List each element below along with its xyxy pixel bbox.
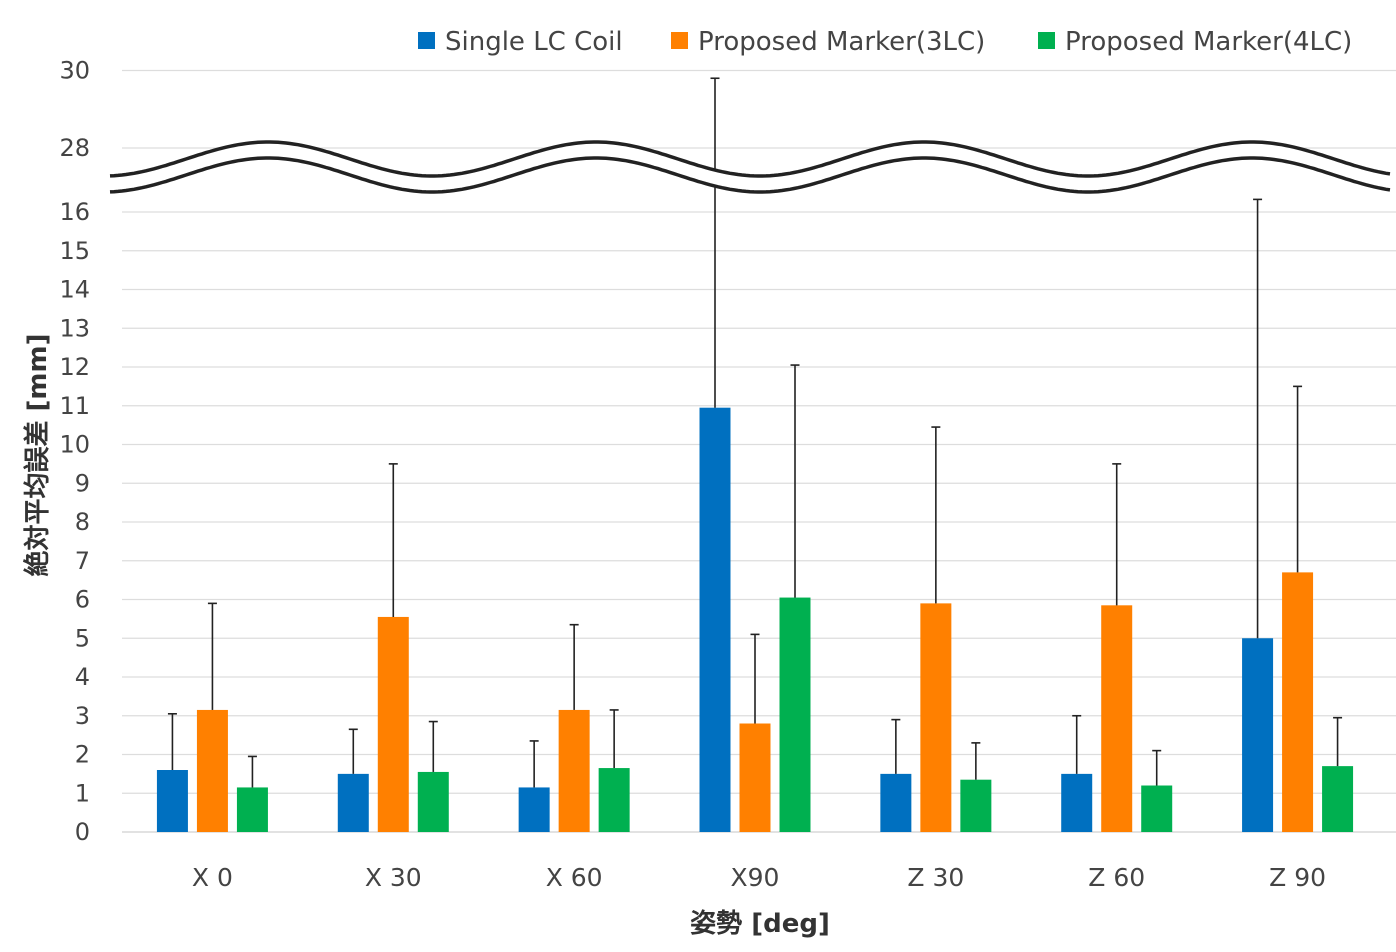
x-axis-title: 姿勢 [deg] — [690, 909, 830, 939]
x-category-label: Z 30 — [907, 863, 964, 892]
bar — [1141, 785, 1173, 832]
axis-break-band — [110, 142, 1390, 192]
y-tick-label: 3 — [75, 702, 90, 730]
y-tick-label: 5 — [75, 624, 90, 652]
y-tick-label: 28 — [59, 134, 90, 162]
bar — [337, 773, 369, 832]
bar — [699, 407, 731, 832]
bar — [960, 779, 992, 832]
y-tick-label: 30 — [59, 57, 90, 85]
x-axis-categories: X 0 X 30 X 60 X90 Z 30 Z 60 Z 90 — [192, 863, 1326, 892]
bar — [1101, 605, 1133, 832]
y-axis-title: 絶対平均誤差 [mm] — [22, 333, 53, 576]
legend-swatch — [671, 32, 688, 49]
x-category-label: Z 90 — [1269, 863, 1326, 892]
bar — [739, 723, 771, 832]
bar — [1061, 773, 1093, 832]
x-category-label: X 60 — [546, 863, 603, 892]
axis-break-wave-top — [109, 140, 1391, 178]
bar — [598, 768, 630, 832]
bar — [156, 770, 188, 832]
y-tick-label: 2 — [75, 741, 90, 769]
bar — [518, 787, 550, 832]
x-category-label: Z 60 — [1088, 863, 1145, 892]
gridlines — [122, 69, 1396, 833]
legend-label: Proposed Marker(4LC) — [1065, 27, 1352, 57]
bar — [1282, 572, 1314, 832]
axis-break-wave-bottom — [109, 156, 1391, 194]
bar — [880, 773, 912, 832]
y-tick-label: 8 — [75, 508, 90, 536]
bar — [920, 603, 952, 832]
x-category-label: X 0 — [192, 863, 233, 892]
x-category-label: X90 — [731, 863, 780, 892]
bar — [377, 616, 409, 832]
y-tick-label: 14 — [59, 276, 90, 304]
legend: Single LC Coil Proposed Marker(3LC) Propos… — [418, 27, 1352, 57]
y-tick-label: 4 — [75, 663, 90, 691]
axis-break — [109, 140, 1391, 194]
y-tick-label: 0 — [75, 818, 90, 846]
legend-label: Single LC Coil — [445, 27, 623, 57]
y-tick-label: 10 — [59, 431, 90, 459]
y-tick-label: 1 — [75, 779, 90, 807]
bar — [1322, 766, 1354, 832]
bar — [196, 709, 228, 832]
y-tick-label: 12 — [59, 353, 90, 381]
x-category-label: X 30 — [365, 863, 422, 892]
legend-swatch — [418, 32, 435, 49]
y-tick-label: 7 — [75, 547, 90, 575]
bars — [156, 407, 1354, 832]
y-tick-label: 15 — [59, 237, 90, 265]
bar — [779, 597, 811, 832]
bar — [558, 709, 590, 832]
y-tick-label: 9 — [75, 469, 90, 497]
y-tick-label: 16 — [59, 198, 90, 226]
bar — [1242, 638, 1274, 832]
y-tick-label: 11 — [59, 392, 90, 420]
legend-label: Proposed Marker(3LC) — [698, 27, 985, 57]
error-bars — [167, 77, 1343, 788]
y-tick-label: 13 — [59, 314, 90, 342]
y-tick-label: 6 — [75, 586, 90, 614]
bar — [417, 771, 449, 832]
legend-swatch — [1038, 32, 1055, 49]
bar — [236, 787, 268, 832]
